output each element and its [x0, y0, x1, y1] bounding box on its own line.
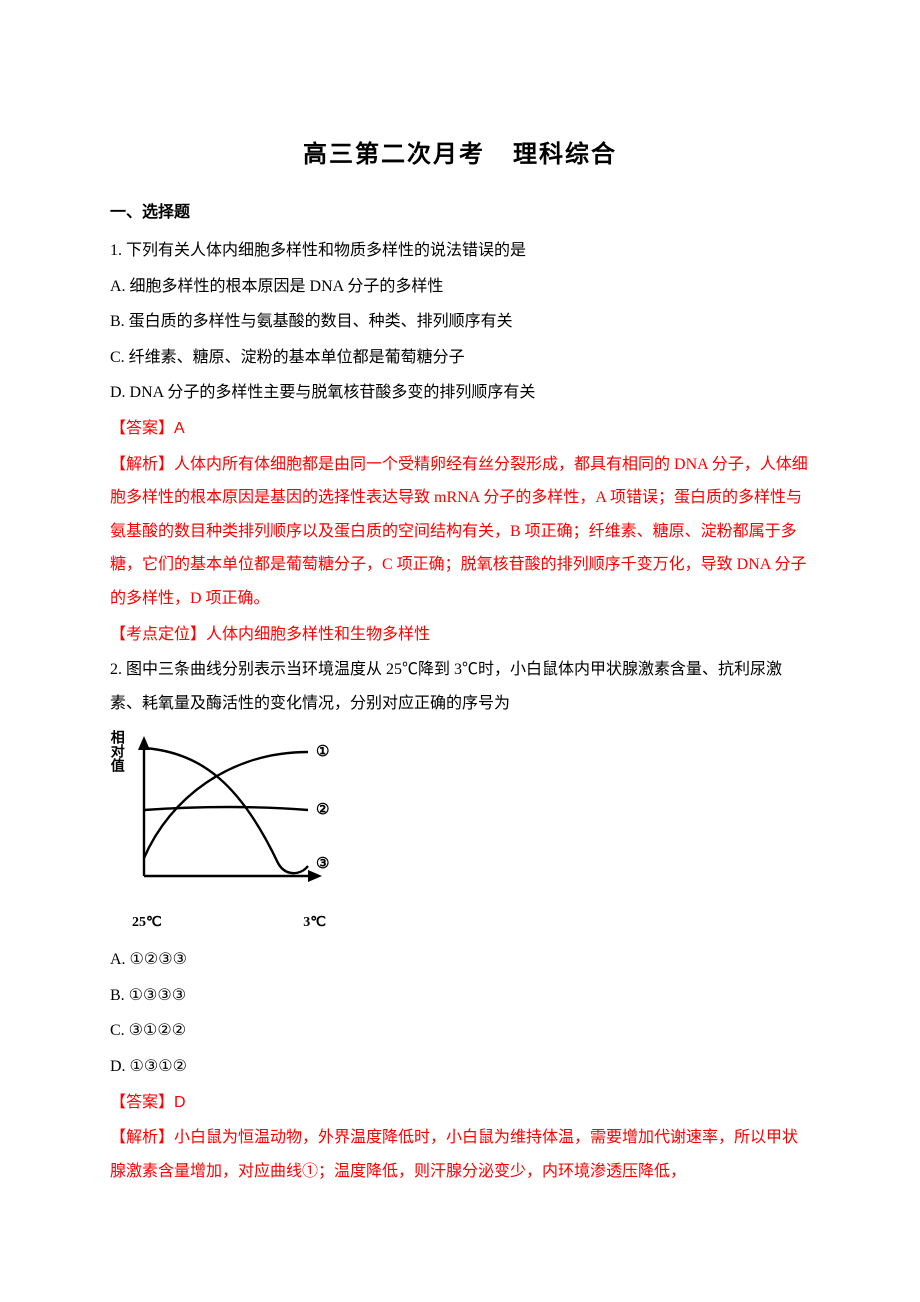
q2-option-a: A. ①②③③	[110, 943, 810, 977]
q2-option-c: C. ③①②②	[110, 1014, 810, 1048]
explain-label: 【解析】	[110, 1129, 174, 1146]
explain-label: 【解析】	[110, 456, 174, 473]
x-axis-right-label: 3℃	[303, 908, 326, 937]
svg-text:②: ②	[316, 802, 329, 818]
section-header: 一、选择题	[110, 196, 810, 230]
q1-answer: 【答案】A	[110, 412, 810, 446]
q1-option-c: C. 纤维素、糖原、淀粉的基本单位都是葡萄糖分子	[110, 341, 810, 375]
q1-stem: 1. 下列有关人体内细胞多样性和物质多样性的说法错误的是	[110, 234, 810, 268]
answer-label: 【答案】	[110, 1094, 174, 1111]
q2-stem: 2. 图中三条曲线分别表示当环境温度从 25℃降到 3℃时，小白鼠体内甲状腺激素…	[110, 653, 810, 720]
answer-value: D	[174, 1094, 186, 1111]
title-left: 高三第二次月考	[303, 142, 485, 168]
q2-chart: 相对值 ① ② ③ 25℃ 3℃	[110, 728, 810, 937]
topic-label: 【考点定位】	[110, 626, 206, 643]
q1-topic: 【考点定位】人体内细胞多样性和生物多样性	[110, 618, 810, 652]
explain-body: 人体内所有体细胞都是由同一个受精卵经有丝分裂形成，都具有相同的 DNA 分子，人…	[110, 456, 808, 607]
title-right: 理科综合	[513, 142, 617, 168]
q2-option-d: D. ①③①②	[110, 1050, 810, 1084]
q2-option-b: B. ①③③③	[110, 979, 810, 1013]
q2-explanation: 【解析】小白鼠为恒温动物，外界温度降低时，小白鼠为维持体温，需要增加代谢速率，所…	[110, 1121, 810, 1188]
q1-option-d: D. DNA 分子的多样性主要与脱氧核苷酸多变的排列顺序有关	[110, 376, 810, 410]
explain-body: 小白鼠为恒温动物，外界温度降低时，小白鼠为维持体温，需要增加代谢速率，所以甲状腺…	[110, 1129, 798, 1180]
svg-text:①: ①	[316, 744, 329, 760]
q1-option-a: A. 细胞多样性的根本原因是 DNA 分子的多样性	[110, 270, 810, 304]
svg-text:③: ③	[316, 856, 329, 872]
page-title: 高三第二次月考 理科综合	[110, 130, 810, 180]
q2-answer: 【答案】D	[110, 1086, 810, 1120]
y-axis-label: 相对值	[108, 730, 123, 772]
answer-label: 【答案】	[110, 420, 174, 437]
q1-explanation: 【解析】人体内所有体细胞都是由同一个受精卵经有丝分裂形成，都具有相同的 DNA …	[110, 448, 810, 616]
x-axis-left-label: 25℃	[132, 908, 162, 937]
topic-body: 人体内细胞多样性和生物多样性	[206, 626, 430, 643]
chart-svg: ① ② ③	[110, 728, 330, 893]
q1-option-b: B. 蛋白质的多样性与氨基酸的数目、种类、排列顺序有关	[110, 305, 810, 339]
answer-value: A	[174, 420, 185, 437]
